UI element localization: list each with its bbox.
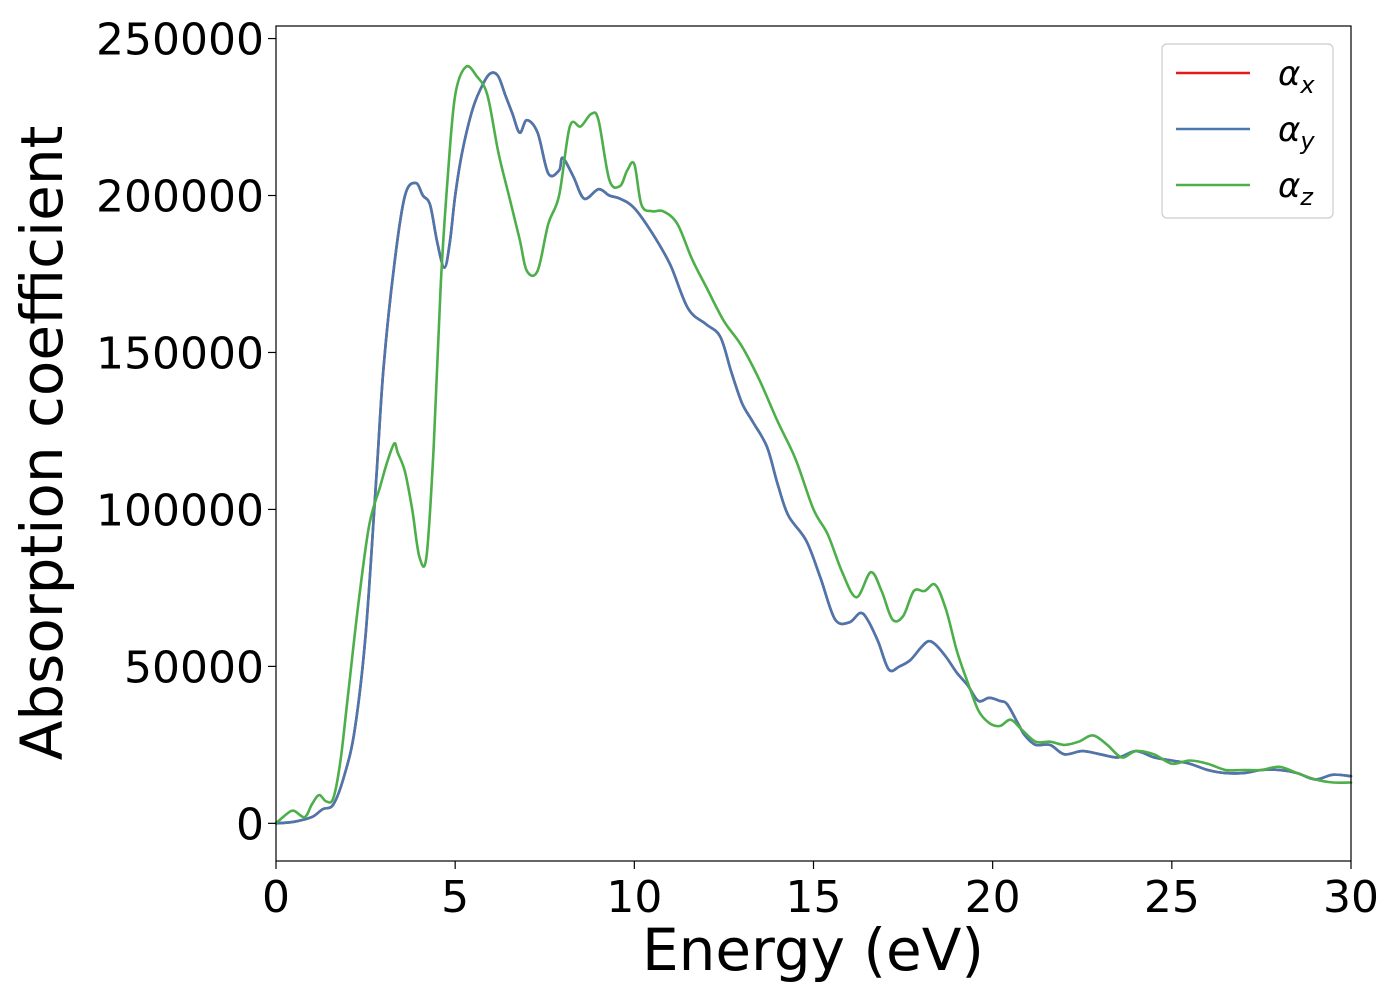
y-axis: 0 50000 100000 150000 200000 250000: [96, 15, 276, 850]
legend-label-x: αx: [1278, 54, 1315, 99]
legend-box: [1161, 43, 1334, 219]
x-tick-label: 10: [606, 872, 662, 923]
y-axis-title: Absorption coefficient: [8, 126, 76, 761]
y-tick-label: 200000: [96, 172, 264, 223]
legend-label-z: αz: [1278, 166, 1314, 211]
legend: αx αy αz: [1161, 43, 1334, 219]
x-axis-title: Energy (eV): [642, 916, 984, 984]
x-tick-label: 30: [1323, 872, 1379, 923]
series-line-y: [274, 71, 1353, 825]
series-line-z: [274, 64, 1353, 825]
y-tick-label: 150000: [96, 328, 264, 379]
x-axis: 0 5 10 15 20 25 30: [262, 861, 1379, 923]
y-tick-label: 50000: [124, 642, 264, 693]
x-tick-label: 0: [262, 872, 290, 923]
y-tick-label: 100000: [96, 485, 264, 536]
y-tick-label: 250000: [96, 15, 264, 66]
x-tick-label: 25: [1144, 872, 1200, 923]
y-tick-label: 0: [236, 799, 264, 850]
series-layer: [274, 64, 1353, 825]
legend-label-y: αy: [1278, 110, 1315, 155]
x-tick-label: 5: [441, 872, 469, 923]
x-tick-label: 15: [786, 872, 842, 923]
x-tick-label: 20: [965, 872, 1021, 923]
